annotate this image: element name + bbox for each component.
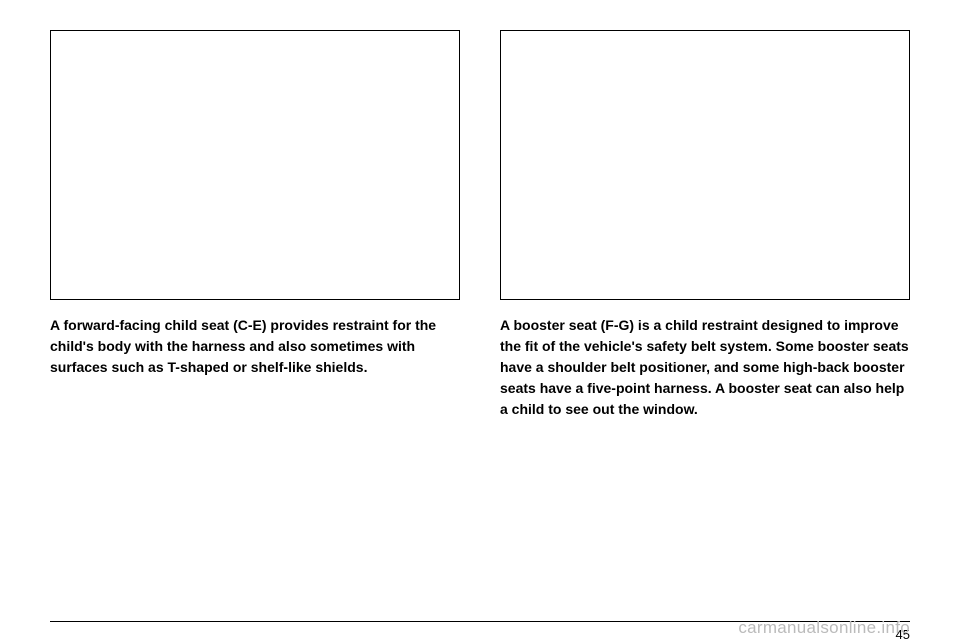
left-image-placeholder	[50, 30, 460, 300]
left-caption: A forward-facing child seat (C-E) provid…	[50, 315, 460, 378]
content-columns: A forward-facing child seat (C-E) provid…	[50, 30, 910, 420]
right-image-placeholder	[500, 30, 910, 300]
right-column: A booster seat (F-G) is a child restrain…	[500, 30, 910, 420]
left-column: A forward-facing child seat (C-E) provid…	[50, 30, 460, 420]
watermark: carmanualsonline.info	[738, 618, 910, 638]
right-caption: A booster seat (F-G) is a child restrain…	[500, 315, 910, 420]
